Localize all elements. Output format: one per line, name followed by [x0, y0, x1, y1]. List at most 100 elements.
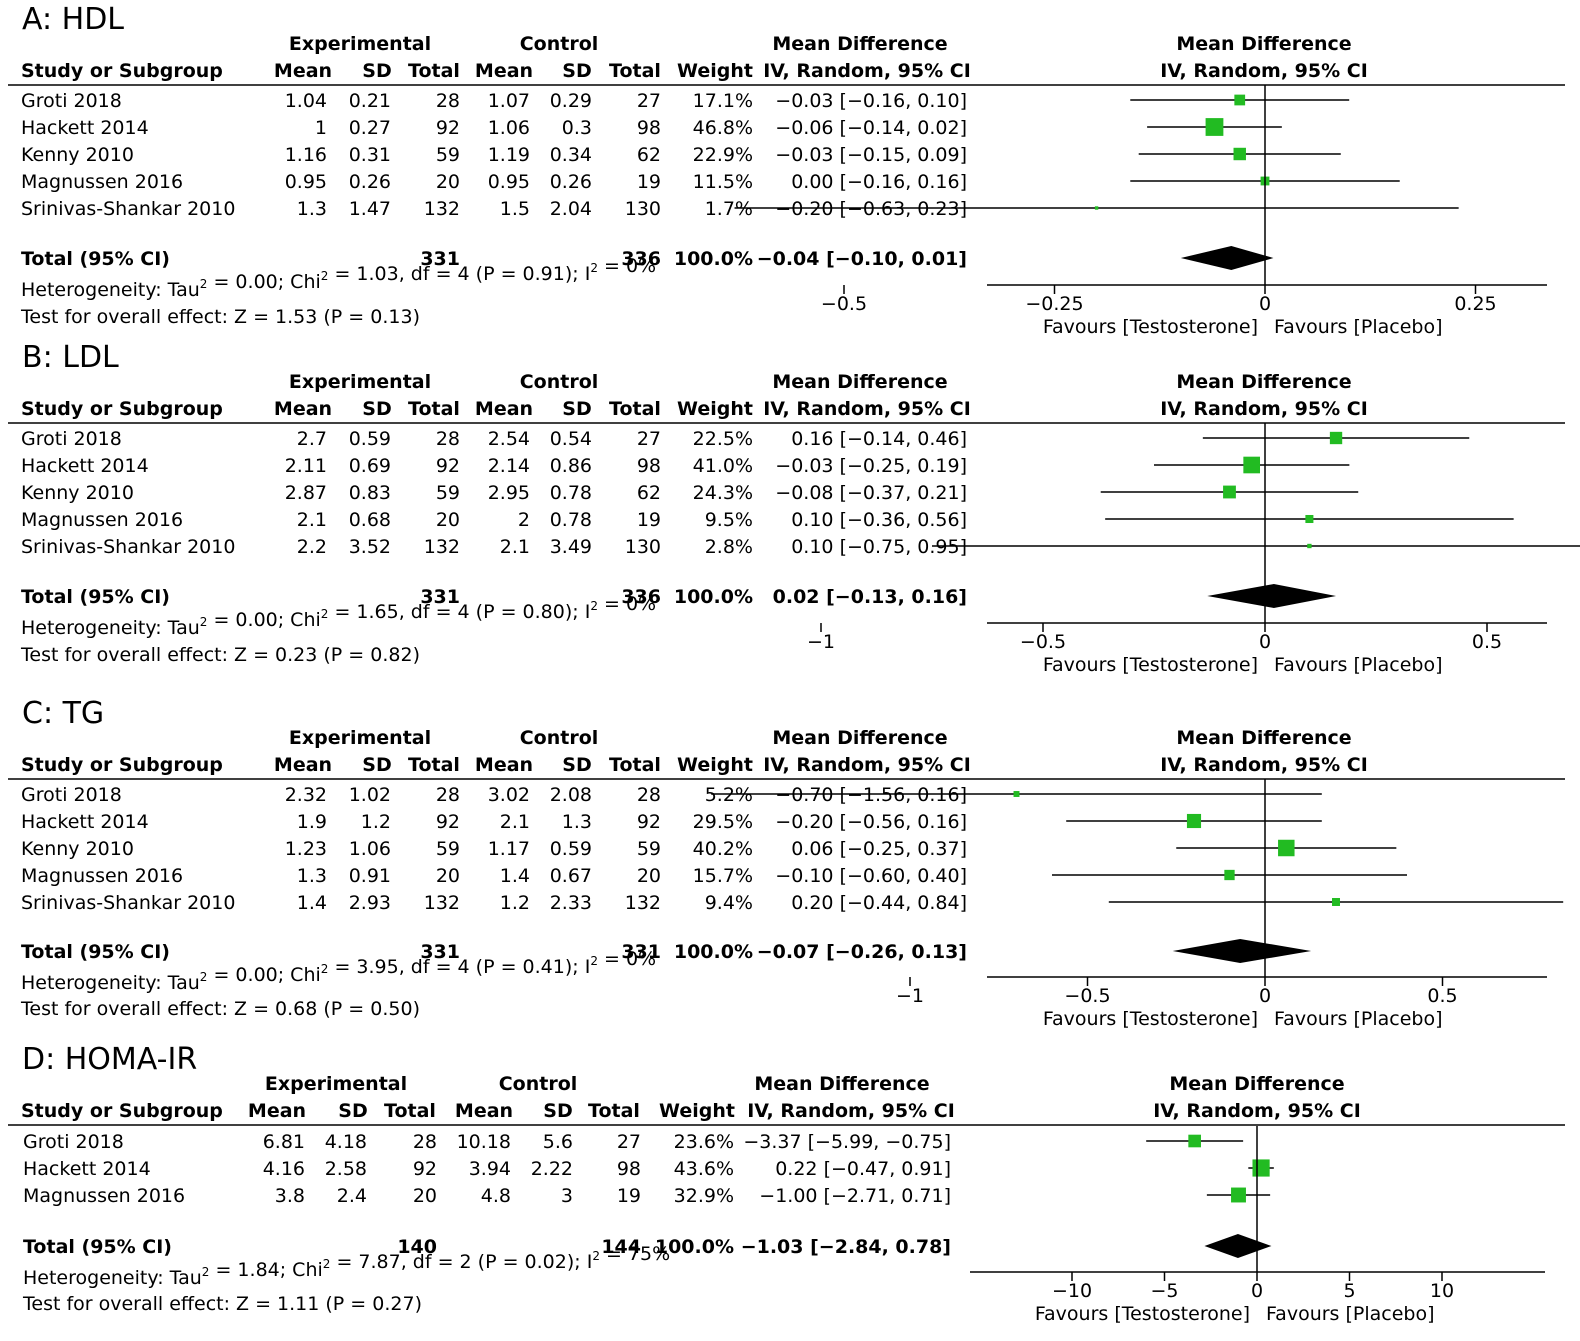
heterogeneity-text: Heterogeneity: Tau2 = 0.00; Chi2 = 1.03,…: [21, 255, 656, 301]
pooled-diamond: [1204, 1234, 1272, 1258]
x-tick-label: 10: [1430, 1280, 1454, 1302]
x-tick-label: −5: [1150, 1280, 1178, 1302]
study-row: Groti 2018 1.04 0.21 28 1.07 0.29 27 17.1% −0.03…: [21, 90, 967, 112]
mean-difference-ci: −0.03 [−0.16, 0.10]: [775, 90, 967, 112]
study-name: Hackett 2014: [23, 1158, 151, 1180]
mean-difference-ci: 0.20 [−0.44, 0.84]: [791, 892, 967, 914]
ctl-mean: 2.95: [488, 482, 530, 504]
study-name: Hackett 2014: [21, 811, 149, 833]
header-mean-difference: Mean Difference: [772, 371, 947, 393]
exp-total: 92: [436, 455, 460, 477]
mean-difference-ci: 0.00 [−0.16, 0.16]: [791, 171, 967, 193]
header-mean-difference: Mean Difference: [772, 727, 947, 749]
study-name: Groti 2018: [21, 90, 122, 112]
exp-sd: 0.69: [349, 455, 391, 477]
mean-difference-ci: −3.37 [−5.99, −0.75]: [743, 1131, 951, 1153]
exp-sd: 4.18: [325, 1131, 367, 1153]
header-ctl-total: Total: [609, 398, 661, 420]
ctl-mean: 1.2: [500, 892, 530, 914]
exp-total: 92: [413, 1158, 437, 1180]
effect-square: [1307, 543, 1312, 549]
effect-square: [1186, 813, 1202, 829]
weight: 41.0%: [693, 455, 753, 477]
pooled-diamond: [1172, 939, 1312, 963]
study-row: Groti 2018 2.32 1.02 28 3.02 2.08 28 5.2% −0.70 …: [21, 784, 967, 806]
x-tick-label: −10: [1052, 1280, 1092, 1302]
header-forest-method: IV, Random, 95% CI: [1153, 1100, 1361, 1122]
exp-total: 132: [424, 892, 460, 914]
ctl-mean: 1.06: [488, 117, 530, 139]
total-ci: 0.02 [−0.13, 0.16]: [773, 586, 967, 608]
ctl-total: 27: [617, 1131, 641, 1153]
x-tick-label: 0: [1251, 1280, 1263, 1302]
ctl-total: 130: [625, 536, 661, 558]
ctl-sd: 0.29: [550, 90, 592, 112]
study-row: Srinivas-Shankar 2010 1.3 1.47 132 1.5 2.04 13…: [21, 198, 967, 220]
exp-mean: 2.11: [285, 455, 327, 477]
exp-mean: 1.3: [297, 865, 327, 887]
study-name: Kenny 2010: [21, 482, 134, 504]
ctl-mean: 1.5: [500, 198, 530, 220]
panel-tg: C: TG Experimental Control Mean Difference M…: [8, 696, 1565, 1030]
study-name: Srinivas-Shankar 2010: [21, 892, 235, 914]
effect-square: [1329, 431, 1343, 445]
exp-total: 59: [436, 482, 460, 504]
effect-square: [1013, 791, 1020, 797]
effect-square: [1243, 456, 1261, 474]
mean-difference-ci: −0.03 [−0.25, 0.19]: [775, 455, 967, 477]
ctl-total: 28: [637, 784, 661, 806]
x-tick-label: 0.5: [1427, 985, 1457, 1007]
exp-total: 20: [436, 865, 460, 887]
header-forest-mean-difference: Mean Difference: [1176, 371, 1351, 393]
heterogeneity-text: Heterogeneity: Tau2 = 0.00; Chi2 = 3.95,…: [21, 948, 656, 994]
weight: 17.1%: [693, 90, 753, 112]
total-exp: 331: [420, 248, 460, 270]
ctl-mean: 10.18: [457, 1131, 511, 1153]
ctl-sd: 0.86: [550, 455, 592, 477]
exp-total: 132: [424, 198, 460, 220]
exp-mean: 4.16: [263, 1158, 305, 1180]
ctl-total: 62: [637, 144, 661, 166]
exp-sd: 0.31: [349, 144, 391, 166]
study-name: Srinivas-Shankar 2010: [21, 198, 235, 220]
exp-sd: 1.02: [349, 784, 391, 806]
total-label: Total (95% CI): [23, 1236, 172, 1258]
exp-sd: 2.58: [325, 1158, 367, 1180]
x-tick-label: −1: [896, 985, 924, 1007]
header-ctl-total: Total: [588, 1100, 640, 1122]
study-row: Hackett 2014 1 0.27 92 1.06 0.3 98 46.8% −0.06 […: [21, 117, 967, 139]
weight: 22.9%: [693, 144, 753, 166]
pooled-diamond: [1207, 584, 1337, 608]
exp-sd: 0.59: [349, 428, 391, 450]
header-method: IV, Random, 95% CI: [747, 1100, 955, 1122]
study-name: Srinivas-Shankar 2010: [21, 536, 235, 558]
mean-difference-ci: −0.06 [−0.14, 0.02]: [775, 117, 967, 139]
exp-total: 20: [436, 171, 460, 193]
ctl-sd: 2.08: [550, 784, 592, 806]
total-exp: 331: [420, 586, 460, 608]
header-study: Study or Subgroup: [21, 398, 223, 420]
total-ctl: 336: [621, 586, 661, 608]
header-mean-difference: Mean Difference: [754, 1073, 929, 1095]
header-method: IV, Random, 95% CI: [763, 398, 971, 420]
header-method: IV, Random, 95% CI: [763, 60, 971, 82]
header-ctl-mean: Mean: [475, 60, 533, 82]
header-study: Study or Subgroup: [21, 1100, 223, 1122]
exp-mean: 1.4: [297, 892, 327, 914]
exp-sd: 0.68: [349, 509, 391, 531]
mean-difference-ci: 0.22 [−0.47, 0.91]: [775, 1158, 951, 1180]
exp-sd: 0.21: [349, 90, 391, 112]
study-row: Kenny 2010 1.16 0.31 59 1.19 0.34 62 22.9% −0.03…: [21, 144, 967, 166]
ctl-sd: 0.34: [550, 144, 592, 166]
mean-difference-ci: 0.16 [−0.14, 0.46]: [791, 428, 967, 450]
exp-total: 20: [413, 1185, 437, 1207]
ctl-sd: 0.78: [550, 482, 592, 504]
header-ctl-total: Total: [609, 754, 661, 776]
exp-mean: 1.16: [285, 144, 327, 166]
ctl-mean: 0.95: [488, 171, 530, 193]
exp-total: 59: [436, 838, 460, 860]
total-label: Total (95% CI): [21, 586, 170, 608]
total-ctl: 144: [601, 1236, 641, 1258]
study-name: Hackett 2014: [21, 117, 149, 139]
header-experimental: Experimental: [289, 727, 431, 749]
